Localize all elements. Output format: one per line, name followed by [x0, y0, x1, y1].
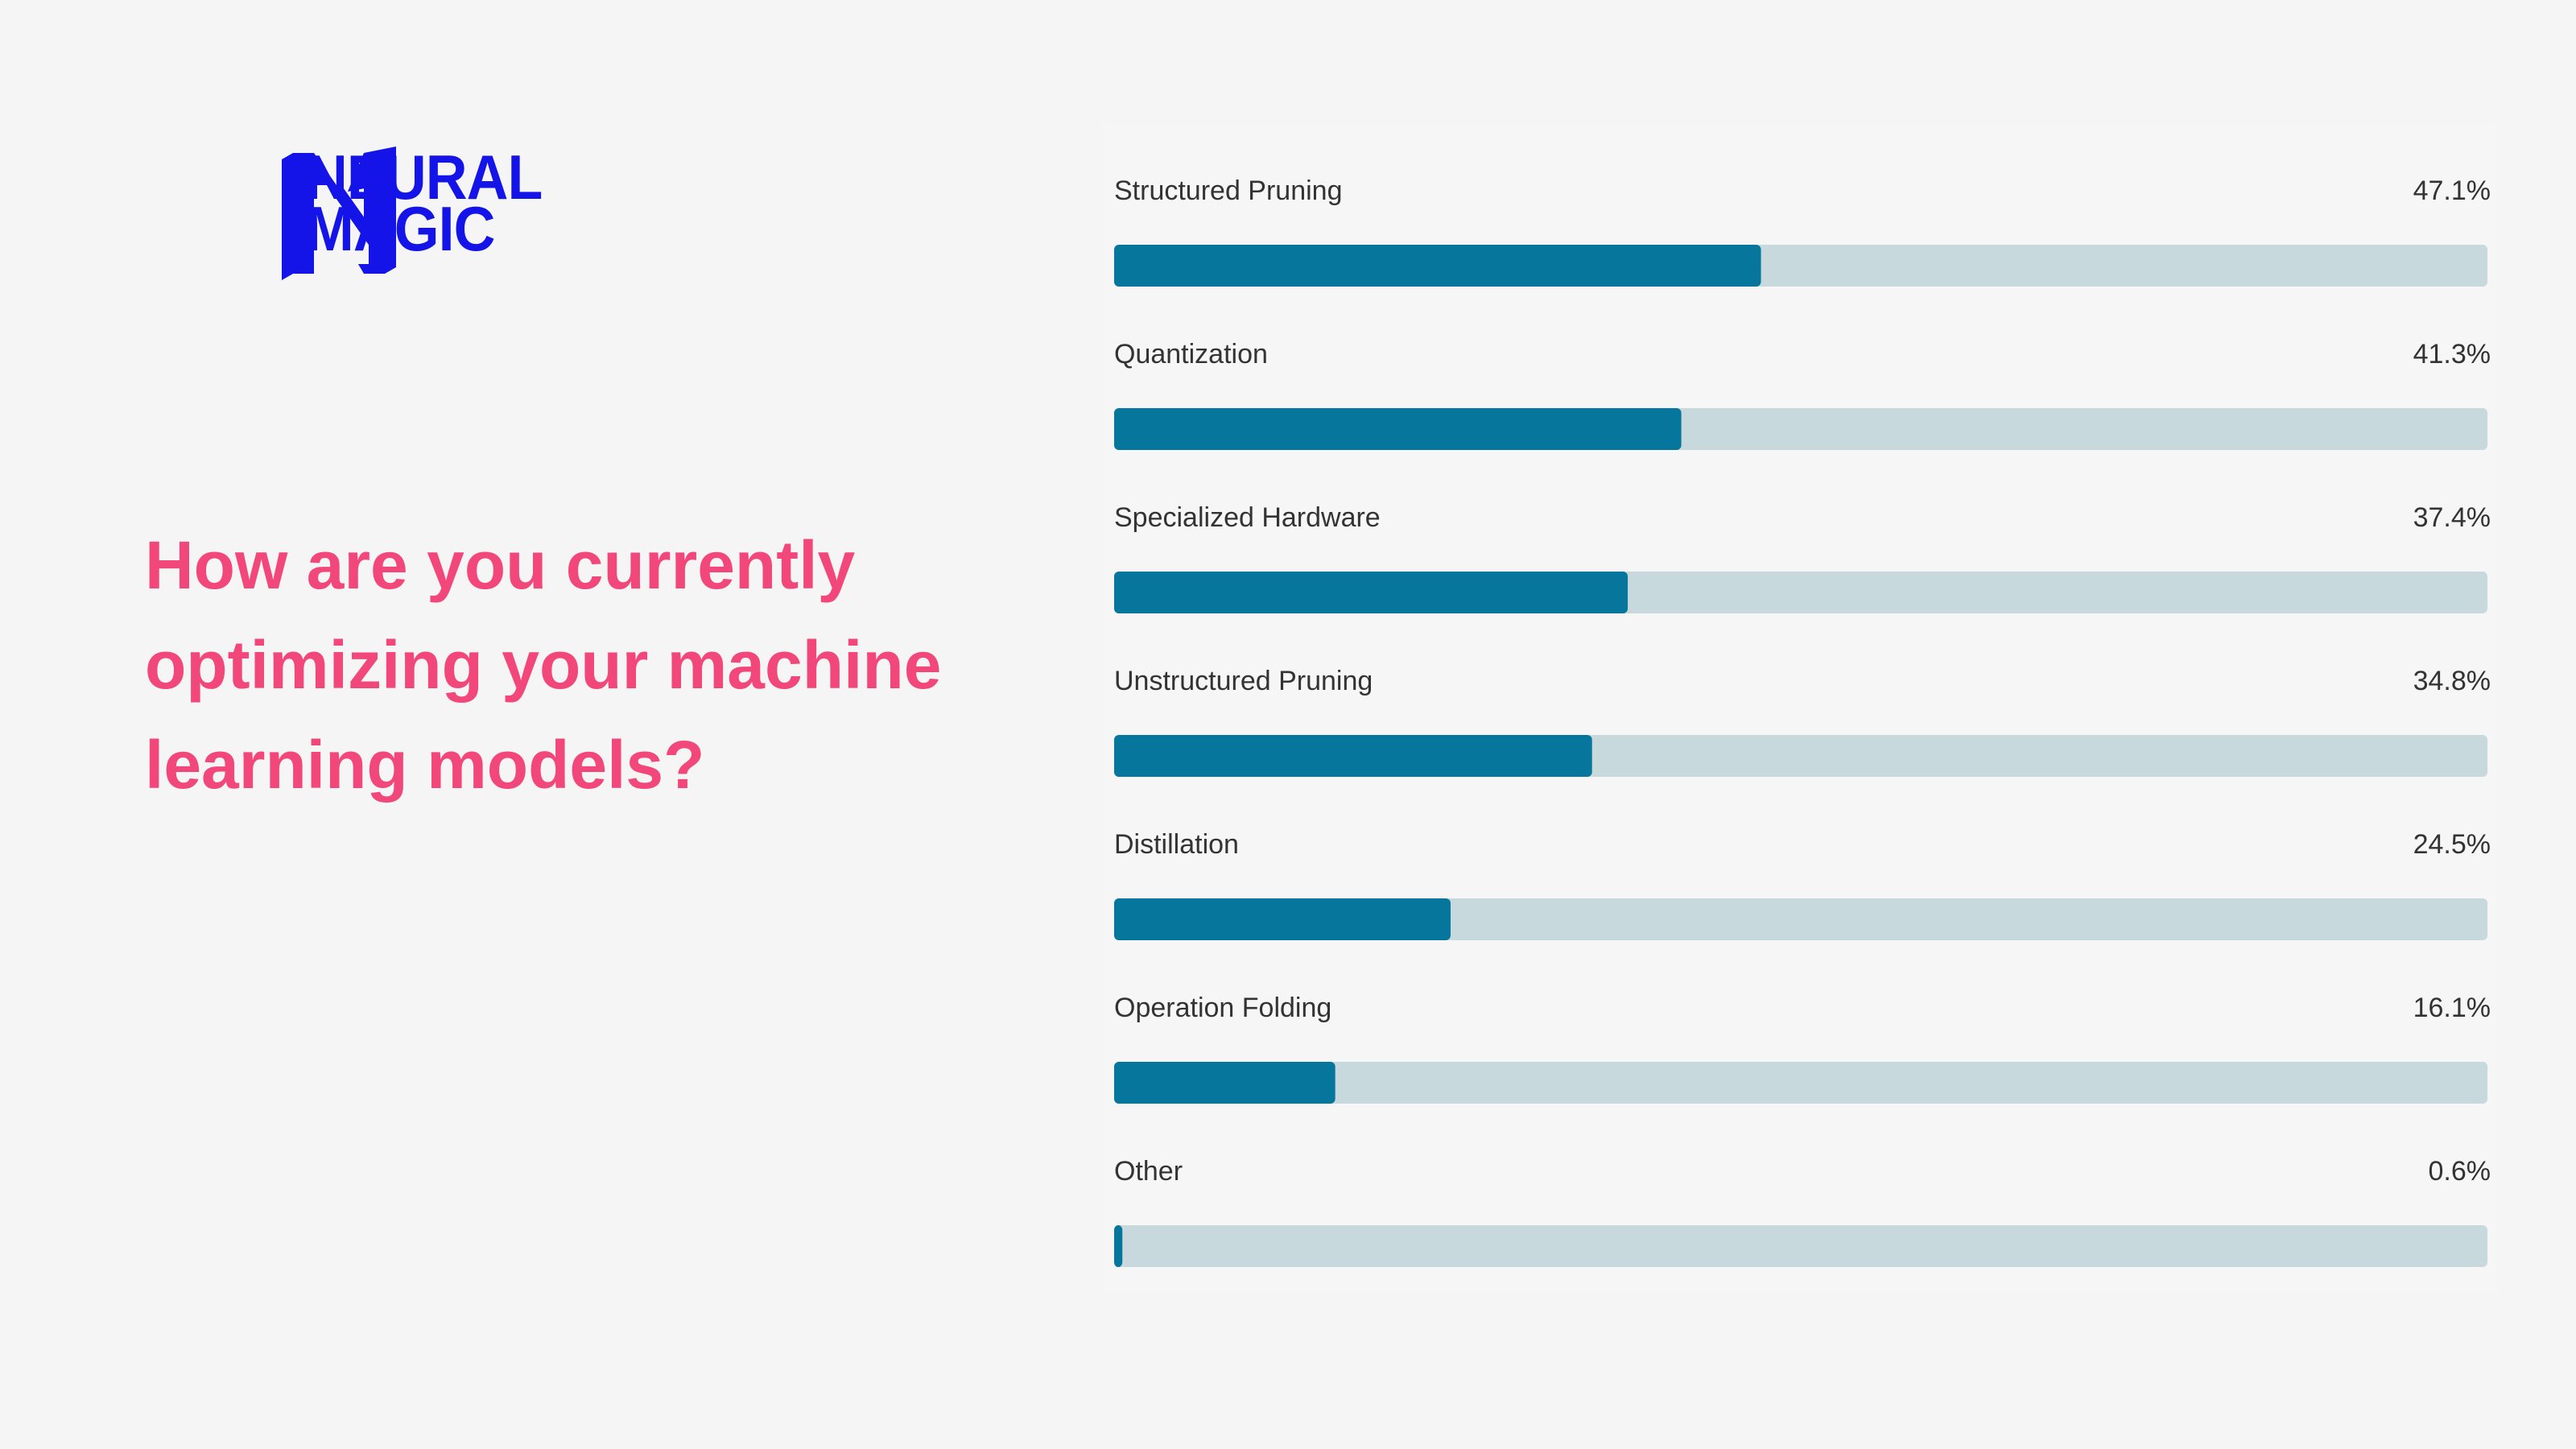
bar-value-other: 0.6% [2429, 1156, 2491, 1187]
bar-label-quantization: Quantization [1114, 339, 1268, 369]
bar-value-specialized-hardware: 37.4% [2413, 502, 2491, 533]
bar-fill-structured-pruning [1114, 245, 1761, 287]
brand-line-1: NEURAL [306, 142, 543, 213]
bar-label-distillation: Distillation [1114, 829, 1239, 860]
bar-chart-svg: Structured Pruning 47.1% Quantization 41.3%… [1114, 175, 2491, 1267]
bar-track-distillation [1114, 898, 2487, 940]
bar-label-operation-folding: Operation Folding [1114, 993, 1331, 1023]
bar-track-other [1114, 1225, 2487, 1267]
bar-fill-other [1114, 1225, 1123, 1267]
brand-wordmark: NEURAL MAGIC [306, 142, 543, 264]
bar-fill-quantization [1114, 408, 1682, 450]
bar-label-unstructured-pruning: Unstructured Pruning [1114, 666, 1373, 696]
bar-value-unstructured-pruning: 34.8% [2413, 666, 2491, 696]
bar-value-quantization: 41.3% [2413, 339, 2491, 369]
bar-track-operation-folding [1114, 1062, 2487, 1104]
survey-question: How are you currently optimizing your ma… [145, 527, 942, 803]
bar-value-structured-pruning: 47.1% [2413, 175, 2491, 206]
bar-fill-distillation [1114, 898, 1451, 940]
bar-value-operation-folding: 16.1% [2413, 993, 2491, 1023]
bar-fill-specialized-hardware [1114, 572, 1629, 613]
bar-label-structured-pruning: Structured Pruning [1114, 175, 1343, 206]
neural-magic-logo-icon [282, 147, 396, 280]
bar-fill-unstructured-pruning [1114, 735, 1592, 777]
bar-fill-operation-folding [1114, 1062, 1335, 1104]
bar-value-distillation: 24.5% [2413, 829, 2491, 860]
brand-logo: NEURAL MAGIC [142, 143, 576, 288]
brand-line-2: MAGIC [306, 193, 496, 264]
bar-label-specialized-hardware: Specialized Hardware [1114, 502, 1381, 533]
bar-label-other: Other [1114, 1156, 1183, 1187]
results-chart: Structured Pruning 47.1% Quantization 41.3%… [1103, 124, 2496, 1291]
